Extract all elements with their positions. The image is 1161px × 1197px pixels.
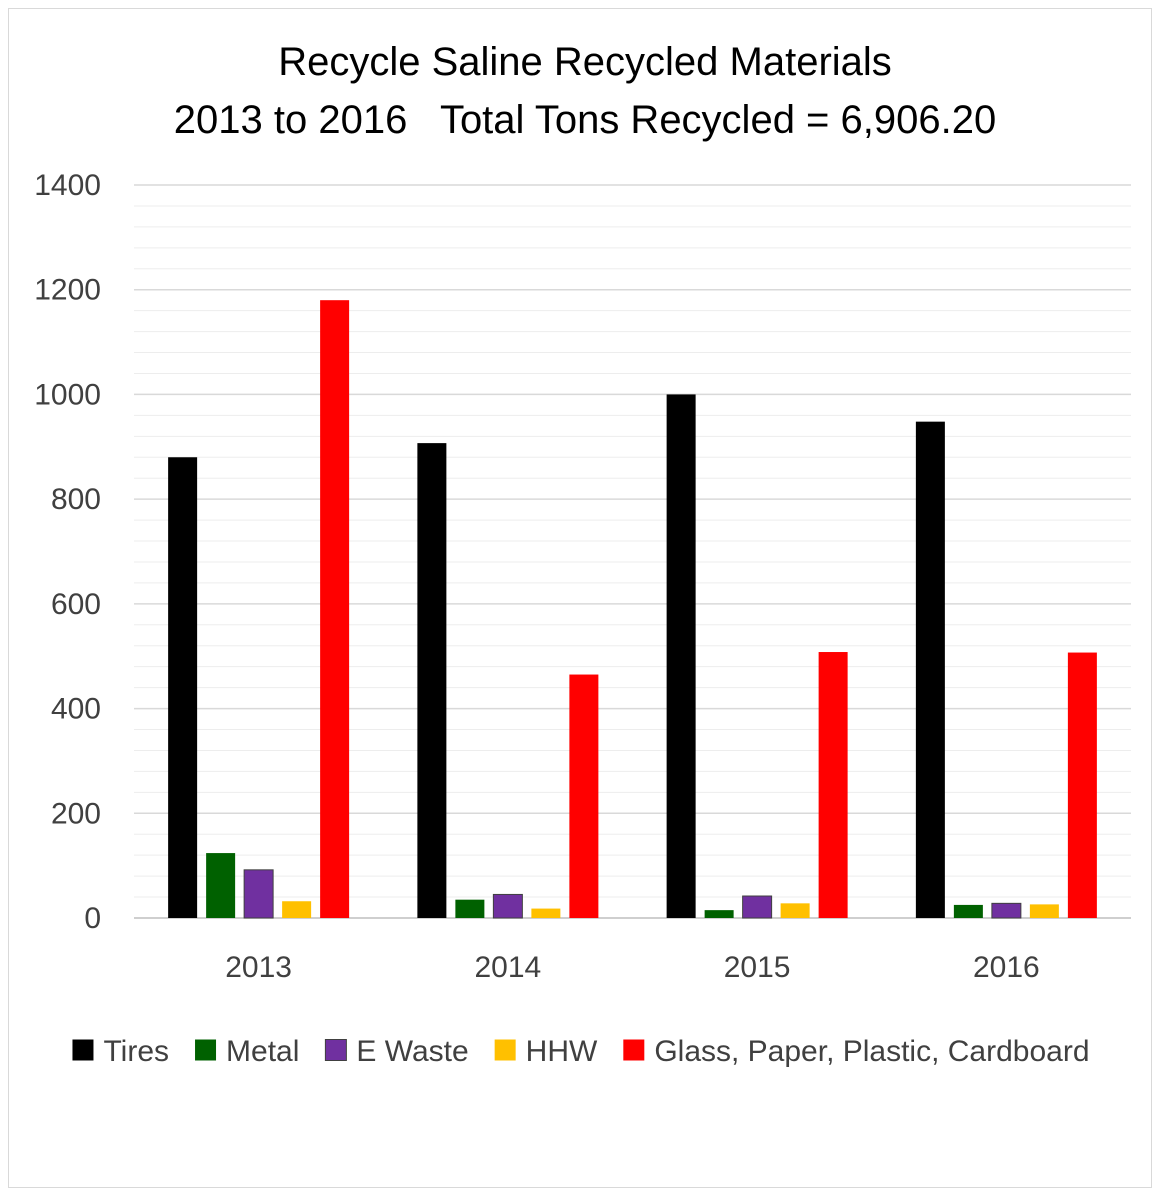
legend-label: Tires <box>103 1035 169 1068</box>
legend-swatch <box>623 1039 645 1061</box>
bar-glass-paper-plastic-cardboard-2013 <box>320 300 350 919</box>
legend-item: HHW <box>494 1035 598 1068</box>
bar-tires-2016 <box>915 421 945 918</box>
y-tick-label: 1200 <box>34 274 101 307</box>
legend-swatch <box>195 1039 217 1061</box>
bar-tires-2013 <box>168 457 198 918</box>
chart-svg: Recycle Saline Recycled Materials 2013 t… <box>34 40 1131 1068</box>
chart-title: Recycle Saline Recycled Materials <box>278 40 892 84</box>
legend-item: Glass, Paper, Plastic, Cardboard <box>623 1035 1090 1068</box>
legend-label: Metal <box>226 1035 299 1068</box>
y-tick-label: 1000 <box>34 378 101 411</box>
y-tick-label: 400 <box>51 693 101 726</box>
bar-hhw-2014 <box>531 908 561 918</box>
legend-swatch <box>72 1039 94 1061</box>
grid-layer <box>134 184 1131 919</box>
legend-swatch <box>324 1039 347 1061</box>
bar-e-waste-2014 <box>492 893 523 919</box>
legend-label: E Waste <box>356 1035 468 1068</box>
bar-e-waste-2015 <box>742 895 773 919</box>
bar-metal-2015 <box>704 910 734 918</box>
y-axis-ticks: 0 200 400 600 800 1000 1200 1400 <box>34 169 101 935</box>
bar-metal-2013 <box>206 853 236 918</box>
bar-layer <box>168 300 1097 919</box>
legend: Tires Metal E Waste HHW Glass, Paper, Plasti… <box>72 1035 1090 1068</box>
bar-glass-paper-plastic-cardboard-2014 <box>569 674 599 918</box>
x-tick-label: 2015 <box>724 951 791 984</box>
chart-frame: Recycle Saline Recycled Materials 2013 t… <box>8 8 1152 1188</box>
y-tick-label: 800 <box>51 483 101 516</box>
legend-item: Metal <box>195 1035 299 1068</box>
legend-item: Tires <box>72 1035 169 1068</box>
x-tick-label: 2014 <box>475 951 542 984</box>
bar-glass-paper-plastic-cardboard-2016 <box>1067 652 1097 918</box>
legend-label: Glass, Paper, Plastic, Cardboard <box>654 1035 1089 1068</box>
x-tick-label: 2016 <box>973 951 1040 984</box>
legend-item: E Waste <box>324 1035 469 1068</box>
bar-glass-paper-plastic-cardboard-2015 <box>818 652 848 918</box>
bar-tires-2015 <box>666 394 696 918</box>
x-tick-label: 2013 <box>225 951 292 984</box>
x-axis-ticks: 2013 2014 2015 2016 <box>225 951 1040 984</box>
y-tick-label: 1400 <box>34 169 101 202</box>
bar-metal-2016 <box>953 904 983 918</box>
legend-swatch <box>494 1039 516 1061</box>
y-tick-label: 600 <box>51 588 101 621</box>
bar-hhw-2015 <box>780 903 810 918</box>
chart-subtitle: 2013 to 2016 Total Tons Recycled = 6,906… <box>174 98 996 142</box>
bar-e-waste-2016 <box>991 902 1022 919</box>
bar-metal-2014 <box>455 899 485 918</box>
bar-e-waste-2013 <box>243 869 274 919</box>
bar-hhw-2016 <box>1029 904 1059 918</box>
y-tick-label: 200 <box>51 797 101 830</box>
bar-hhw-2013 <box>282 901 312 918</box>
y-tick-label: 0 <box>84 902 101 935</box>
legend-label: HHW <box>526 1035 598 1068</box>
bar-tires-2014 <box>417 443 447 918</box>
